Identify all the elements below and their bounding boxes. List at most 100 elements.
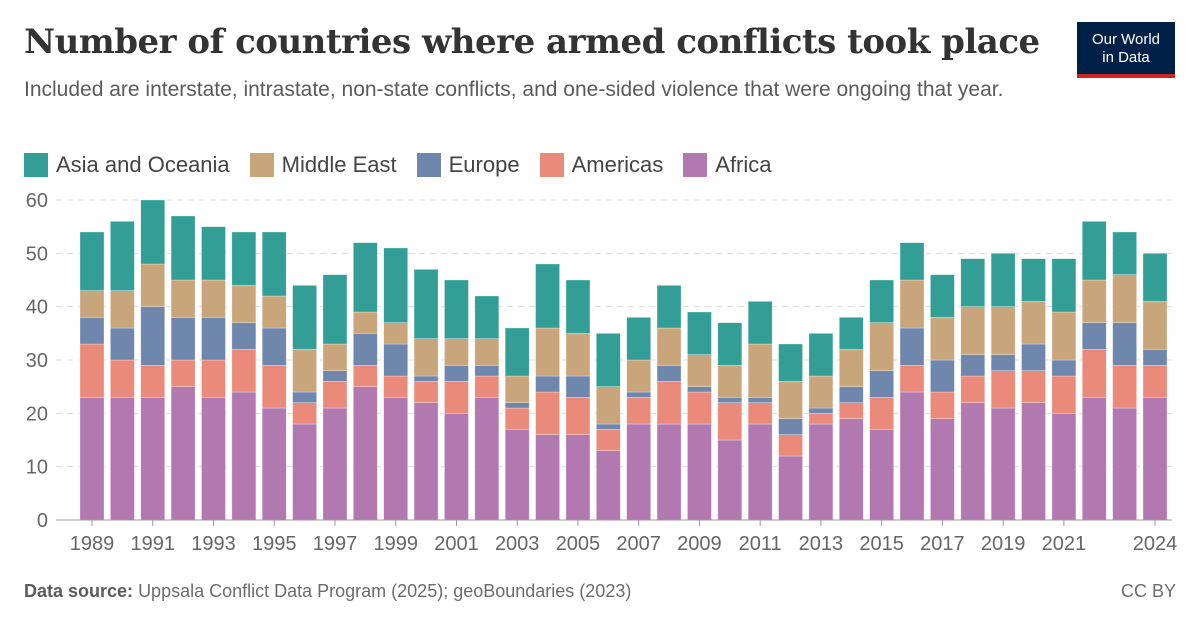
bar-segment-europe — [1112, 322, 1137, 366]
bar-segment-africa — [110, 397, 135, 521]
bar-segment-middle-east — [261, 295, 287, 329]
bar-segment-asia-and-oceania — [1021, 258, 1046, 302]
bar-segment-asia-and-oceania — [687, 311, 712, 355]
logo-line2: in Data — [1102, 49, 1150, 66]
bar-segment-africa — [1021, 402, 1046, 521]
bar-segment-europe — [261, 327, 287, 366]
bar-segment-americas — [1112, 365, 1137, 409]
bar-segment-middle-east — [747, 343, 773, 398]
bar-segment-europe — [413, 375, 439, 382]
bar-segment-middle-east — [383, 322, 409, 345]
bar-segment-europe — [231, 322, 257, 350]
bar-segment-middle-east — [869, 322, 894, 371]
bar-segment-europe — [535, 375, 560, 393]
legend-item[interactable]: Europe — [416, 152, 520, 178]
bar-segment-africa — [79, 397, 105, 521]
bar-segment-europe — [960, 354, 986, 377]
bar-segment-americas — [535, 391, 560, 435]
license-link[interactable]: CC BY — [1120, 581, 1176, 601]
bar-segment-middle-east — [838, 349, 864, 387]
bar-segment-europe — [656, 365, 682, 382]
bar-segment-middle-east — [231, 285, 257, 323]
bar-segment-europe — [1021, 343, 1046, 371]
bar-segment-middle-east — [778, 381, 803, 419]
bar-segment-africa — [261, 407, 287, 521]
bar-segment-americas — [565, 397, 591, 435]
bar-segment-asia-and-oceania — [990, 253, 1016, 307]
bar-segment-middle-east — [1081, 279, 1107, 323]
y-tick-label: 60 — [26, 190, 48, 212]
bar-segment-americas — [413, 381, 439, 403]
x-tick-label: 1999 — [373, 533, 418, 555]
x-tick-label: 1995 — [252, 533, 297, 555]
bar-segment-europe — [626, 391, 651, 398]
bar-segment-africa — [322, 407, 348, 521]
x-tick-label: 1997 — [313, 533, 358, 555]
bar-segment-americas — [504, 407, 530, 430]
bar-segment-europe — [353, 333, 378, 366]
x-tick-label: 2017 — [920, 533, 965, 555]
bar-segment-asia-and-oceania — [960, 258, 986, 307]
bar-segment-middle-east — [687, 354, 712, 387]
legend-item[interactable]: Africa — [683, 152, 772, 178]
bar-segment-middle-east — [899, 279, 925, 329]
bar-segment-americas — [1021, 370, 1046, 403]
bar-segment-asia-and-oceania — [353, 242, 378, 313]
bar-segment-europe — [930, 359, 955, 393]
source-text: Uppsala Conflict Data Program (2025); ge… — [138, 581, 632, 601]
chart-subtitle: Included are interstate, intrastate, non… — [24, 78, 1004, 101]
bar-segment-asia-and-oceania — [808, 333, 834, 377]
bar-segment-africa — [1112, 407, 1137, 521]
bar-segment-africa — [747, 423, 773, 521]
bar-segment-asia-and-oceania — [1142, 253, 1168, 302]
x-tick-label: 2013 — [799, 533, 844, 555]
bar-segment-africa — [626, 423, 651, 521]
bar-segment-europe — [79, 317, 105, 345]
bar-segment-europe — [899, 327, 925, 366]
bar-segment-americas — [383, 375, 409, 398]
bar-segment-asia-and-oceania — [899, 242, 925, 281]
bar-segment-europe — [808, 407, 834, 414]
bar-segment-asia-and-oceania — [1051, 258, 1077, 313]
bar-segment-europe — [838, 386, 864, 403]
bar-segment-middle-east — [110, 290, 135, 329]
bar-segment-africa — [596, 450, 621, 521]
bar-segment-asia-and-oceania — [717, 322, 743, 366]
bar-segment-middle-east — [990, 306, 1016, 355]
bar-segment-americas — [1142, 365, 1168, 398]
bar-segment-asia-and-oceania — [565, 279, 591, 334]
bar-segment-europe — [383, 343, 409, 377]
legend: Asia and Oceania Middle East Europe America… — [24, 152, 772, 178]
x-tick-label: 2009 — [677, 533, 722, 555]
bar-segment-middle-east — [353, 311, 378, 334]
bar-segment-asia-and-oceania — [231, 231, 257, 286]
legend-swatch — [416, 153, 441, 177]
bar-segment-middle-east — [808, 375, 834, 409]
legend-item[interactable]: Asia and Oceania — [24, 152, 230, 178]
bar-segment-asia-and-oceania — [1112, 231, 1137, 275]
bar-segment-americas — [838, 402, 864, 419]
legend-label: Asia and Oceania — [56, 152, 230, 177]
chart-title: Number of countries where armed conflict… — [24, 22, 1040, 62]
bar-segment-africa — [656, 423, 682, 521]
bar-segment-europe — [1081, 322, 1107, 350]
x-tick-label: 2015 — [859, 533, 904, 555]
bar-segment-middle-east — [596, 386, 621, 425]
bar-segment-europe — [565, 375, 591, 398]
bar-segment-asia-and-oceania — [444, 279, 469, 339]
bar-segment-asia-and-oceania — [474, 295, 500, 339]
logo-line1: Our World — [1091, 31, 1161, 48]
bar-segment-americas — [322, 381, 348, 409]
legend-item[interactable]: Middle East — [249, 152, 397, 178]
x-tick-label: 1993 — [191, 533, 236, 555]
bar-segment-europe — [444, 365, 469, 382]
legend-item[interactable]: Americas — [539, 152, 663, 178]
owid-logo[interactable]: Our World in Data — [1077, 22, 1175, 78]
bar-segment-africa — [1051, 413, 1077, 521]
bar-segment-asia-and-oceania — [261, 231, 287, 297]
bar-segment-africa — [1142, 397, 1168, 521]
bar-segment-africa — [778, 455, 803, 521]
bar-segment-asia-and-oceania — [596, 333, 621, 387]
bar-segment-asia-and-oceania — [322, 274, 348, 345]
